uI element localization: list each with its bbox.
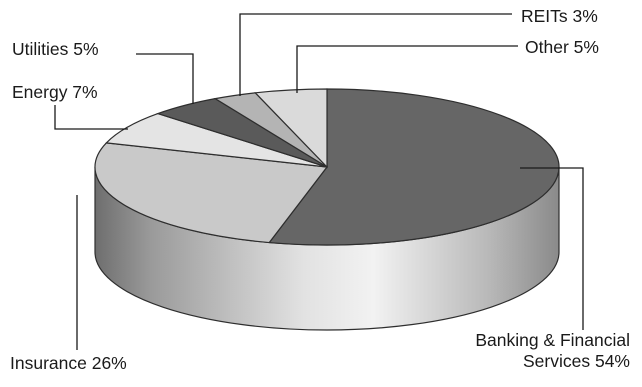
slice-label-insurance: Insurance 26% [10,353,127,373]
slice-label-banking: Banking & Financial Services 54% [475,330,630,372]
leader-utilities [136,53,194,104]
leader-other [296,45,518,93]
pie-slice-5 [254,88,328,169]
leader-reits [239,13,512,96]
leader-energy [54,105,128,130]
slice-label-energy: Energy 7% [12,82,98,102]
pie-slice-0 [268,88,560,246]
banking-label-line2: Services 54% [523,351,630,371]
banking-label-line1: Banking & Financial [475,330,630,350]
slice-label-reits: REITs 3% [521,6,598,26]
leader-lines [54,13,584,350]
slice-label-utilities: Utilities 5% [12,39,99,59]
slice-label-other: Other 5% [525,37,599,57]
pie-slice-2 [105,112,328,168]
leader-banking [520,167,584,330]
pie-slice-1 [94,142,329,244]
pie-slices [94,88,560,246]
